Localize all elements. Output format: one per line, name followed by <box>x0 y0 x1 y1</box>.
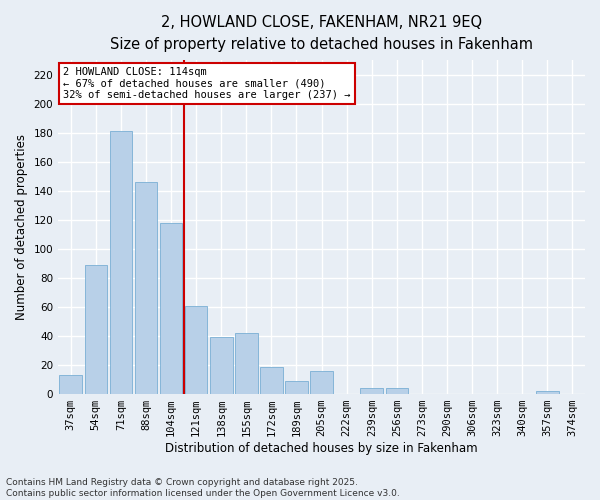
Bar <box>235 333 257 394</box>
Bar <box>160 223 182 394</box>
Bar <box>134 182 157 394</box>
Text: 2 HOWLAND CLOSE: 114sqm
← 67% of detached houses are smaller (490)
32% of semi-d: 2 HOWLAND CLOSE: 114sqm ← 67% of detache… <box>64 67 351 100</box>
Bar <box>210 338 233 394</box>
Bar <box>386 388 408 394</box>
Bar <box>536 391 559 394</box>
Title: 2, HOWLAND CLOSE, FAKENHAM, NR21 9EQ
Size of property relative to detached house: 2, HOWLAND CLOSE, FAKENHAM, NR21 9EQ Siz… <box>110 15 533 52</box>
Bar <box>310 371 333 394</box>
Bar <box>85 265 107 394</box>
Bar <box>361 388 383 394</box>
Bar <box>185 306 208 394</box>
Bar <box>110 132 132 394</box>
Text: Contains HM Land Registry data © Crown copyright and database right 2025.
Contai: Contains HM Land Registry data © Crown c… <box>6 478 400 498</box>
Bar <box>285 381 308 394</box>
Bar <box>260 366 283 394</box>
Bar <box>59 375 82 394</box>
Y-axis label: Number of detached properties: Number of detached properties <box>15 134 28 320</box>
X-axis label: Distribution of detached houses by size in Fakenham: Distribution of detached houses by size … <box>165 442 478 455</box>
